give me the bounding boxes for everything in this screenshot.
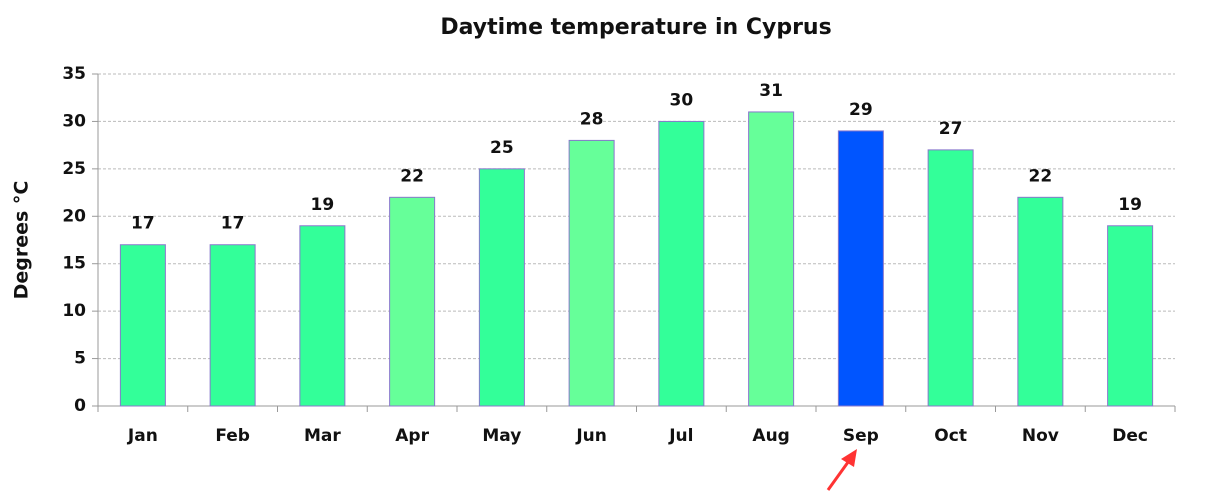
- arrow-head: [841, 449, 857, 467]
- bar: [209, 244, 256, 407]
- y-tick-label: 25: [62, 159, 86, 179]
- y-tick-label: 10: [62, 301, 86, 321]
- bar: [748, 111, 795, 407]
- x-tick-label: Apr: [395, 426, 429, 446]
- x-tick-label: Mar: [304, 426, 341, 446]
- bar: [1107, 225, 1154, 407]
- data-label: 22: [400, 166, 424, 186]
- arrow-shaft: [826, 457, 853, 491]
- plot-area: 0 5 10 15 20 25 30 35 Jan 17 Feb 17 Mar 19 Apr 22 May 25 J…: [62, 64, 1176, 446]
- x-tick-label: Aug: [752, 426, 789, 446]
- bar: [927, 149, 974, 407]
- x-tick-label: Jul: [668, 426, 693, 446]
- x-tick-label: May: [482, 426, 521, 446]
- data-label: 27: [939, 119, 963, 139]
- bar: [119, 244, 166, 407]
- bar: [568, 139, 615, 407]
- y-axis-label: Degrees °C: [11, 181, 33, 300]
- bar: [299, 225, 346, 407]
- y-tick-label: 5: [74, 349, 86, 369]
- data-label: 25: [490, 138, 514, 158]
- bar: [389, 196, 436, 407]
- chart-title: Daytime temperature in Cyprus: [440, 15, 831, 40]
- y-tick-label: 30: [62, 111, 86, 131]
- x-tick-label: Nov: [1022, 426, 1059, 446]
- data-label: 29: [849, 100, 873, 120]
- bar: [478, 168, 525, 407]
- pointer-arrow: [826, 449, 857, 491]
- data-label: 17: [131, 214, 155, 234]
- data-label: 22: [1029, 166, 1053, 186]
- y-tick-label: 35: [62, 64, 86, 84]
- data-label: 19: [1118, 195, 1142, 215]
- data-label: 17: [221, 214, 245, 234]
- x-tick-label: Feb: [215, 426, 250, 446]
- data-label: 19: [311, 195, 335, 215]
- data-label: 30: [670, 90, 694, 110]
- x-tick-label: Jan: [127, 426, 158, 446]
- bar: [1017, 196, 1064, 407]
- y-tick-label: 0: [74, 396, 86, 416]
- x-tick-label: Oct: [934, 426, 967, 446]
- y-tick-label: 15: [62, 254, 86, 274]
- data-label: 28: [580, 109, 604, 129]
- bar: [837, 130, 884, 407]
- data-label: 31: [759, 81, 783, 101]
- x-tick-label: Dec: [1112, 426, 1148, 446]
- x-tick-label: Sep: [843, 426, 879, 446]
- y-tick-label: 20: [62, 206, 86, 226]
- bar: [658, 120, 705, 407]
- x-tick-label: Jun: [575, 426, 607, 446]
